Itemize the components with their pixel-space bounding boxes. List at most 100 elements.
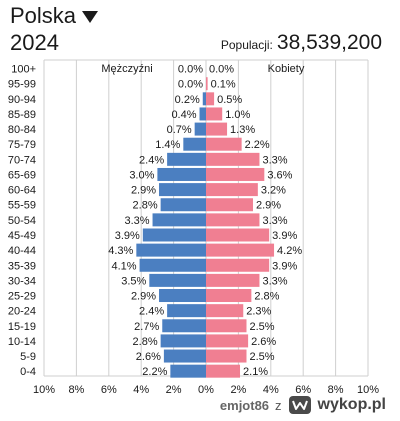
bar-male xyxy=(183,137,206,151)
dropdown-triangle-icon[interactable] xyxy=(82,11,99,23)
bar-female xyxy=(206,92,215,106)
brand-name[interactable]: wykop.pl xyxy=(317,396,386,413)
data-label-male: 2.8% xyxy=(133,200,158,212)
age-group-label: 90-94 xyxy=(8,94,36,106)
bar-male xyxy=(136,243,206,257)
data-label-female: 2.5% xyxy=(250,351,275,363)
bar-male xyxy=(167,304,206,318)
bar-male xyxy=(170,364,206,378)
age-group-label: 65-69 xyxy=(8,169,36,181)
x-tick-label: 2% xyxy=(166,384,182,396)
footer-connector: z xyxy=(275,397,282,413)
age-group-label: 60-64 xyxy=(8,185,36,197)
x-tick-label: 6% xyxy=(101,384,117,396)
bar-male xyxy=(160,334,206,348)
data-label-male: 2.2% xyxy=(142,366,167,378)
bar-female xyxy=(206,167,265,181)
bar-female xyxy=(206,243,275,257)
population-summary: Populacji: 38,539,200 xyxy=(221,31,382,55)
age-group-label: 30-34 xyxy=(8,275,36,287)
x-tick-label: 8% xyxy=(328,384,344,396)
data-label-female: 3.2% xyxy=(261,185,286,197)
bars xyxy=(136,77,275,378)
data-label-male: 3.5% xyxy=(121,275,146,287)
bar-male xyxy=(157,167,206,181)
x-tick-label: 8% xyxy=(68,384,84,396)
bar-female xyxy=(206,152,260,166)
bar-male xyxy=(163,349,206,363)
year-label: 2024 xyxy=(10,30,59,55)
data-label-female: 3.9% xyxy=(272,260,297,272)
data-label-female: 3.6% xyxy=(267,169,292,181)
bar-female xyxy=(206,349,247,363)
age-group-label: 100+ xyxy=(11,64,36,76)
country-selector[interactable]: Polska xyxy=(10,2,99,30)
data-label-female: 2.9% xyxy=(256,200,281,212)
age-group-label: 95-99 xyxy=(8,79,36,91)
data-label-female: 2.3% xyxy=(246,306,271,318)
data-label-male: 0.7% xyxy=(167,124,192,136)
age-group-label: 70-74 xyxy=(8,154,36,166)
x-tick-label: 4% xyxy=(263,384,279,396)
data-label-male: 0.2% xyxy=(175,94,200,106)
legend-female: Kobiety xyxy=(268,63,305,75)
bar-female xyxy=(206,334,249,348)
labels: 10% 8% 6% 4% 2% 0% 2% 4% 6% 8% 10% 100+ 0.0% 0.0% 95-9… xyxy=(8,64,379,396)
x-tick-label: 10% xyxy=(33,384,55,396)
bar-female xyxy=(206,137,242,151)
author-name[interactable]: emjot86 xyxy=(219,397,270,413)
age-group-label: 5-9 xyxy=(20,351,36,363)
bar-male xyxy=(152,213,206,227)
data-label-female: 3.3% xyxy=(262,275,287,287)
population-label: Populacji: xyxy=(220,38,273,52)
age-group-label: 80-84 xyxy=(8,124,36,136)
age-group-label: 35-39 xyxy=(8,260,36,272)
bar-male xyxy=(162,319,206,333)
age-group-label: 50-54 xyxy=(8,215,36,227)
data-label-male: 2.4% xyxy=(139,154,164,166)
data-label-female: 1.0% xyxy=(225,109,250,121)
bar-male xyxy=(194,122,206,136)
age-group-label: 10-14 xyxy=(8,336,36,348)
data-label-male: 3.9% xyxy=(115,230,140,242)
x-tick-label: 2% xyxy=(230,384,246,396)
bar-female xyxy=(206,213,260,227)
data-label-female: 0.5% xyxy=(217,94,242,106)
age-group-label: 45-49 xyxy=(8,230,36,242)
data-label-female: 0.1% xyxy=(211,79,236,91)
data-label-male: 2.4% xyxy=(139,306,164,318)
bar-male xyxy=(199,107,206,121)
data-label-male: 4.1% xyxy=(112,260,137,272)
wykop-logo-icon xyxy=(288,396,311,414)
x-tick-label: 4% xyxy=(133,384,149,396)
x-tick-label: 0% xyxy=(198,384,214,396)
bar-female xyxy=(206,122,228,136)
age-group-label: 85-89 xyxy=(8,109,36,121)
bar-female xyxy=(206,183,258,197)
footer: emjot86 z wykop.pl xyxy=(220,395,386,415)
data-label-female: 2.5% xyxy=(250,321,275,333)
bar-male xyxy=(160,198,206,212)
data-label-male: 2.7% xyxy=(134,321,159,333)
age-group-label: 25-29 xyxy=(8,291,36,303)
data-label-male: 0.0% xyxy=(178,79,203,91)
age-group-label: 15-19 xyxy=(8,321,36,333)
bar-male xyxy=(202,92,206,106)
data-label-female: 2.1% xyxy=(243,366,268,378)
country-name: Polska xyxy=(10,3,77,28)
bar-female xyxy=(206,228,270,242)
data-label-male: 2.6% xyxy=(136,351,161,363)
bar-male xyxy=(149,273,206,287)
data-label-female: 0.0% xyxy=(209,64,234,76)
x-tick-label: 10% xyxy=(357,384,379,396)
bar-female xyxy=(206,273,260,287)
bar-female xyxy=(206,107,223,121)
age-group-label: 40-44 xyxy=(8,245,36,257)
bar-male xyxy=(159,183,206,197)
age-group-label: 55-59 xyxy=(8,200,36,212)
data-label-female: 1.3% xyxy=(230,124,255,136)
bar-female xyxy=(206,198,253,212)
data-label-female: 2.2% xyxy=(245,139,270,151)
bar-male xyxy=(159,289,206,303)
